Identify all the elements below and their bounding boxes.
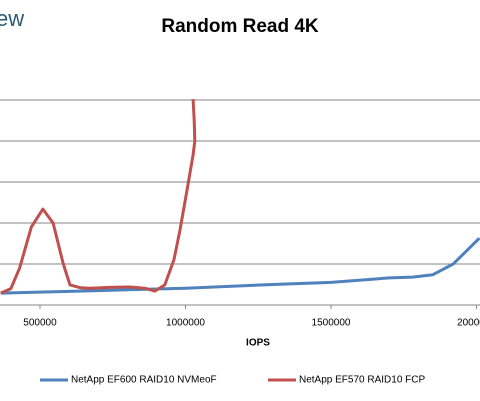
legend-label: NetApp EF570 RAID10 FCP [299,375,425,386]
watermark: ew [0,6,24,31]
chart-title: Random Read 4K [161,16,319,37]
x-tick-label: 2000000 [457,318,480,329]
x-axis-title: IOPS [246,338,270,349]
x-tick-label: 1500000 [312,318,351,329]
legend-label: NetApp EF600 RAID10 NVMeoF [71,375,217,386]
x-tick-label: 1000000 [166,318,205,329]
series-line [0,99,197,295]
x-tick-label: 500000 [23,318,57,329]
